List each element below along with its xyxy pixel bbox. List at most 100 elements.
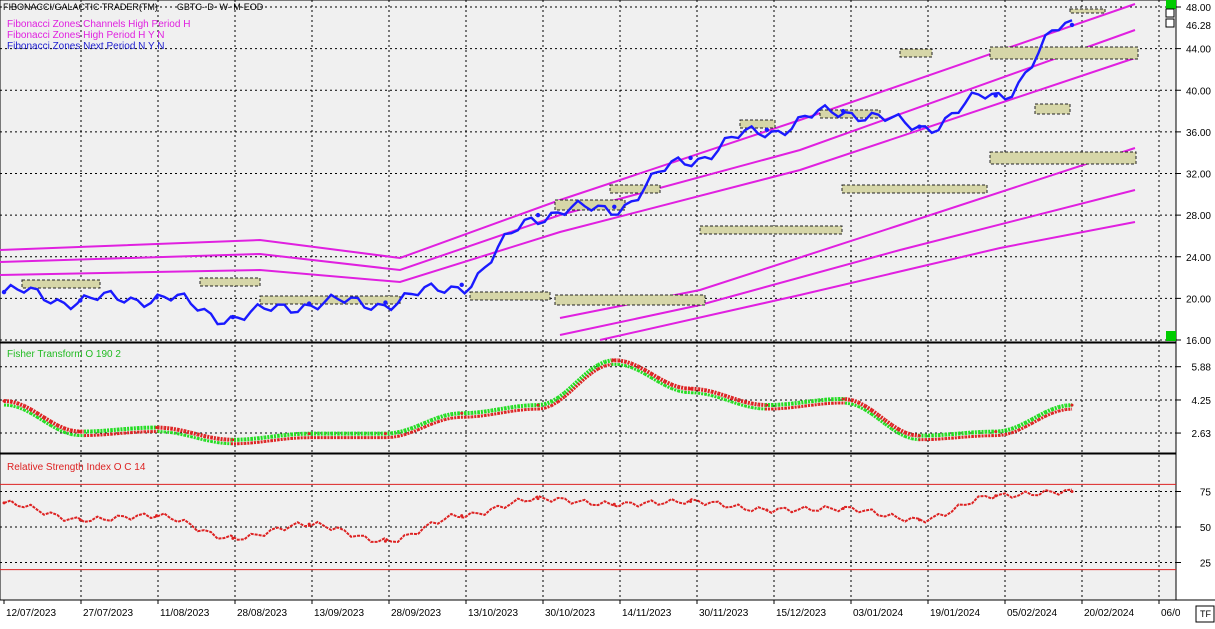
- scale-button: [1166, 9, 1174, 17]
- x-tick-label: 12/07/2023: [6, 608, 56, 619]
- legend-line-3: Fibonacci Zones Next Period N Y N: [7, 41, 164, 52]
- price-point: [2, 290, 6, 294]
- rsi-point: [384, 540, 387, 543]
- fisher-point: [79, 430, 82, 433]
- y-tick-label: 36.00: [1186, 128, 1211, 139]
- scale-button: [1166, 19, 1174, 27]
- fisher-point: [918, 434, 921, 437]
- fisher-point: [1071, 404, 1074, 407]
- price-point: [536, 213, 540, 217]
- legend-line-2: Fibonacci Zones High Period H Y N: [7, 30, 165, 41]
- rsi-point: [689, 500, 692, 503]
- price-point: [1070, 23, 1074, 27]
- price-point: [460, 283, 464, 287]
- y-tick-label: 75: [1200, 488, 1212, 499]
- fibonacci-zone-box: [555, 295, 705, 305]
- x-tick-label: 15/12/2023: [776, 608, 826, 619]
- fisher-point: [3, 400, 6, 403]
- x-tick-label: 28/08/2023: [237, 608, 287, 619]
- price-point: [231, 315, 235, 319]
- price-point: [78, 298, 82, 302]
- price-point: [841, 109, 845, 113]
- fibonacci-zone-box: [22, 280, 100, 288]
- x-tick-label: 27/07/2023: [83, 608, 133, 619]
- price-point: [612, 205, 616, 209]
- rsi-point: [765, 508, 768, 511]
- fibonacci-zone-box: [1070, 9, 1105, 13]
- x-tick-label: 11/08/2023: [160, 608, 210, 619]
- y-tick-label: 48.00: [1186, 3, 1211, 14]
- fisher-point: [155, 426, 158, 429]
- rsi-point: [918, 518, 921, 521]
- fibonacci-zone-box: [700, 226, 842, 234]
- study-name: FIBONACCI/GALACTIC TRADER(TM): [3, 2, 158, 12]
- y-tick-label: 44.00: [1186, 45, 1211, 56]
- fibonacci-zone-box: [470, 292, 550, 300]
- rsi-panel-title: Relative Strength Index O C 14: [7, 462, 145, 473]
- price-point: [917, 124, 921, 128]
- x-tick-label: 30/11/2023: [699, 608, 749, 619]
- fisher-panel-title: Fisher Transform O 190 2: [7, 349, 121, 360]
- rsi-point: [3, 501, 6, 504]
- fisher-point: [231, 438, 234, 441]
- price-point: [994, 93, 998, 97]
- fisher-point: [537, 404, 540, 407]
- fibonacci-zone-box: [200, 278, 260, 286]
- x-tick-label: 13/10/2023: [468, 608, 518, 619]
- x-tick-label: 05/02/2024: [1007, 608, 1057, 619]
- fibonacci-zone-box: [900, 49, 932, 57]
- rsi-point: [155, 514, 158, 517]
- price-point: [688, 156, 692, 160]
- top-marker: [1166, 0, 1176, 9]
- price-point: [765, 128, 769, 132]
- fibonacci-zone-box: [842, 185, 987, 193]
- x-tick-label: 06/0: [1161, 608, 1181, 619]
- price-point: [154, 295, 158, 299]
- x-tick-label: 13/09/2023: [314, 608, 364, 619]
- fisher-point: [460, 412, 463, 415]
- y-tick-label: 25: [1200, 559, 1212, 570]
- fibonacci-zone-box: [990, 47, 1138, 59]
- y-tick-label: 2.63: [1192, 429, 1212, 440]
- fisher-point: [384, 432, 387, 435]
- y-tick-label: 32.00: [1186, 170, 1211, 181]
- rsi-point: [460, 514, 463, 517]
- price-point: [307, 301, 311, 305]
- fisher-point: [994, 430, 997, 433]
- symbol-info: GBTC- D- W- M-EOD: [177, 2, 263, 12]
- header-text: FIBONACCI/GALACTIC TRADER(TM) GBTC- D- W…: [3, 2, 263, 12]
- y-tick-label: 28.00: [1186, 211, 1211, 222]
- rsi-point: [613, 503, 616, 506]
- fibonacci-zone-box: [990, 152, 1136, 164]
- fisher-point: [308, 432, 311, 435]
- y-tick-label: 40.00: [1186, 86, 1211, 97]
- legend-line-1: Fibonacci Zones Channels High Period H: [7, 19, 190, 30]
- rsi-point: [842, 507, 845, 510]
- bottom-marker: [1166, 331, 1176, 341]
- timeframe-label: TF: [1200, 609, 1211, 619]
- fisher-point: [842, 397, 845, 400]
- y-tick-label: 4.25: [1192, 396, 1212, 407]
- x-tick-label: 14/11/2023: [622, 608, 672, 619]
- fisher-point: [689, 387, 692, 390]
- rsi-point: [79, 518, 82, 521]
- x-tick-label: 20/02/2024: [1084, 608, 1134, 619]
- fibonacci-zone-box: [610, 185, 660, 193]
- x-tick-label: 19/01/2024: [930, 608, 980, 619]
- x-tick-label: 28/09/2023: [391, 608, 441, 619]
- x-tick-label: 30/10/2023: [545, 608, 595, 619]
- last-price-label: 46.28: [1186, 21, 1211, 32]
- rsi-point: [231, 537, 234, 540]
- rsi-point: [537, 497, 540, 500]
- fibonacci-zone-box: [1035, 104, 1070, 114]
- rsi-point: [1071, 490, 1074, 493]
- y-tick-label: 16.00: [1186, 336, 1211, 347]
- rsi-point: [994, 494, 997, 497]
- x-tick-label: 03/01/2024: [853, 608, 903, 619]
- fibonacci-zone-box: [740, 120, 775, 128]
- fisher-point: [613, 359, 616, 362]
- rsi-point: [308, 523, 311, 526]
- y-tick-label: 24.00: [1186, 253, 1211, 264]
